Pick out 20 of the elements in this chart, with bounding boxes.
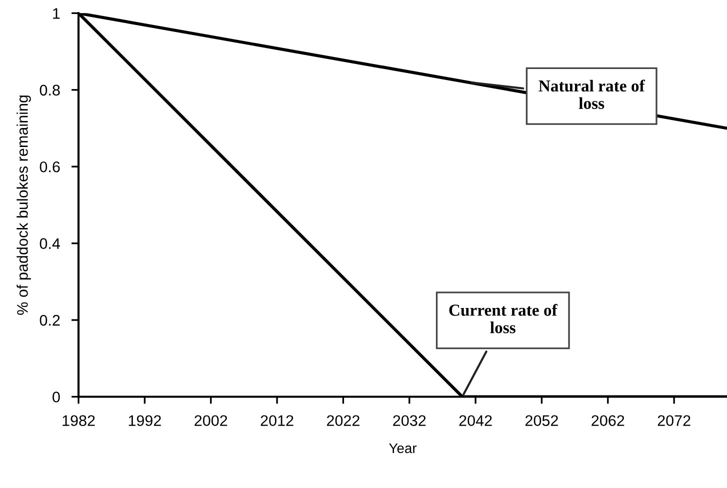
x-tick-label: 2072 <box>658 415 690 426</box>
x-tick-label: 1982 <box>62 415 95 426</box>
y-tick-label: 0.4 <box>40 238 60 250</box>
x-axis-title: Year <box>389 443 417 454</box>
x-tick-label: 2062 <box>592 415 624 426</box>
x-tick-label: 2032 <box>393 415 426 426</box>
y-tick-label: 0 <box>52 392 60 402</box>
y-tick-label: 0.8 <box>40 84 60 96</box>
x-tick-label: 2022 <box>326 415 360 426</box>
x-tick-label: 2052 <box>525 415 558 426</box>
y-tick-label: 0.2 <box>40 314 60 326</box>
x-tick-label: 2002 <box>194 415 228 426</box>
x-tick-label: 2042 <box>459 415 492 426</box>
y-axis-title: % of paddock bulokes remaining <box>16 96 31 315</box>
x-tick-label: 2012 <box>260 415 294 426</box>
annotation: Current rate of loss <box>449 304 558 334</box>
annotation: Natural rate of loss <box>538 80 645 109</box>
y-tick-label: 1 <box>53 8 60 19</box>
y-tick-label: 0.6 <box>40 161 60 172</box>
x-tick-label: 1992 <box>128 415 161 426</box>
